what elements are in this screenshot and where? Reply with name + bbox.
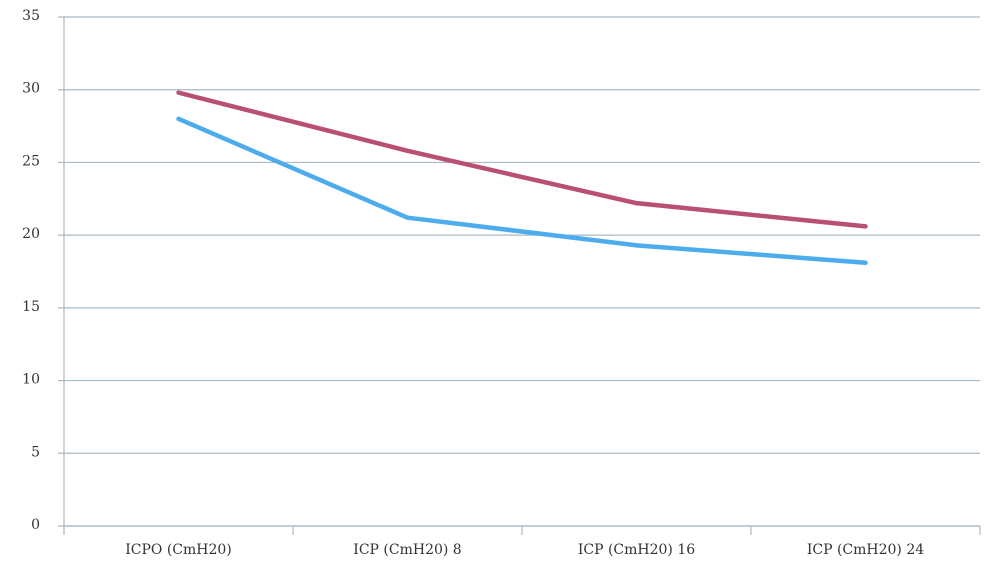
y-tick-label: 35 — [22, 8, 40, 24]
y-tick-label: 0 — [31, 517, 40, 533]
x-tick-label: ICPO (CmH20) — [125, 542, 232, 558]
x-tick-label: ICP (CmH20) 8 — [353, 542, 461, 558]
x-tick-label: ICP (CmH20) 16 — [578, 542, 695, 558]
series-line — [176, 116, 868, 266]
y-tick-label: 5 — [31, 444, 40, 460]
y-tick-label: 15 — [22, 299, 40, 315]
y-tick-label: 20 — [22, 226, 40, 242]
series-line — [176, 90, 868, 229]
y-tick-label: 10 — [22, 372, 40, 388]
y-tick-label: 25 — [22, 153, 40, 169]
x-tick-label: ICP (CmH20) 24 — [807, 542, 924, 558]
y-tick-label: 30 — [22, 81, 40, 97]
